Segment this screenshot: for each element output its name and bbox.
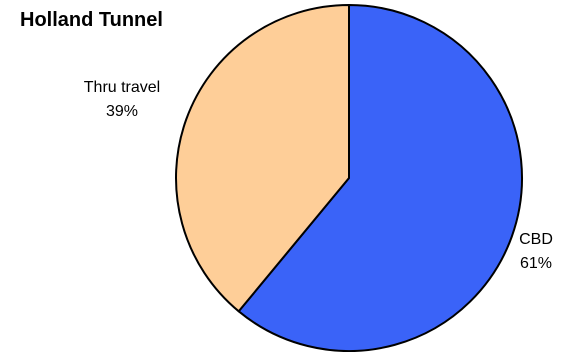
slice-label-cbd: CBD 61% [506,228,566,276]
slice-label-cbd-name: CBD [519,231,553,248]
slice-label-thru-travel-percent: 39% [105,103,139,120]
slice-label-thru-travel: Thru travel 39% [62,76,182,124]
slice-label-thru-travel-name: Thru travel [83,79,161,96]
pie-slice-thru-travel [175,4,350,313]
pie-slice-cbd [237,4,524,352]
chart-title: Holland Tunnel [20,9,163,31]
slice-label-cbd-percent: 61% [519,255,553,272]
